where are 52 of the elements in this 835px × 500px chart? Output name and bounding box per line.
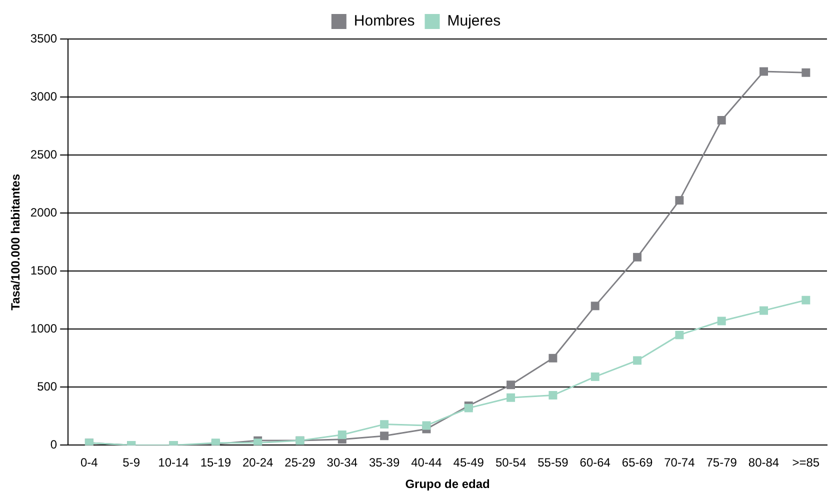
x-axis-title: Grupo de edad [405, 477, 490, 492]
point [338, 430, 346, 439]
x-tick-label: 70-74 [664, 456, 696, 470]
point [802, 68, 810, 77]
point [717, 316, 726, 326]
x-tick-label: 25-29 [284, 456, 316, 470]
point [590, 302, 600, 310]
y-tick-label: 3500 [30, 31, 58, 46]
point [506, 380, 516, 390]
point [802, 296, 810, 304]
point [380, 432, 389, 440]
y-tick-label: 3000 [30, 89, 58, 104]
y-axis-title: Tasa/100.000 habitantes [8, 174, 23, 310]
x-tick-label: 20-24 [242, 456, 274, 470]
point [380, 420, 389, 429]
point [633, 252, 642, 262]
x-tick-label: 45-49 [453, 456, 484, 470]
x-tick-label: 55-59 [538, 456, 569, 470]
y-tick-label: 2000 [30, 205, 58, 220]
point [422, 421, 431, 430]
y-tick-label: 0 [50, 438, 58, 452]
legend-label: Hombres [354, 12, 415, 30]
point [590, 372, 600, 381]
point [675, 330, 684, 340]
x-tick-label: 40-44 [411, 456, 442, 470]
x-tick-label: 10-14 [158, 456, 190, 470]
point [760, 67, 768, 76]
point [548, 354, 558, 362]
x-tick-label: 5-9 [122, 456, 140, 470]
y-tick-label: 500 [37, 379, 58, 394]
x-tick-label: 35-39 [368, 456, 400, 470]
y-tick-label: 1500 [30, 263, 58, 278]
x-tick-label: 50-54 [495, 456, 526, 470]
point [675, 196, 684, 205]
point [717, 116, 726, 124]
x-tick-label: 75-79 [706, 456, 738, 470]
y-tick-label: 2500 [30, 147, 58, 162]
x-tick-label: 60-64 [580, 456, 611, 470]
y-tick-label: 1000 [30, 321, 58, 336]
point [548, 391, 558, 400]
x-tick-label: 65-69 [622, 456, 653, 470]
x-tick-label: 80-84 [748, 456, 780, 470]
point [464, 404, 473, 412]
x-tick-label: 0-4 [80, 456, 98, 470]
point [506, 393, 516, 402]
point [760, 306, 768, 315]
legend-label: Mujeres [447, 12, 501, 30]
x-tick-label: >=85 [792, 456, 820, 470]
x-tick-label: 15-19 [200, 456, 232, 470]
point [254, 438, 262, 446]
point [633, 356, 642, 365]
x-tick-label: 30-34 [326, 456, 358, 470]
